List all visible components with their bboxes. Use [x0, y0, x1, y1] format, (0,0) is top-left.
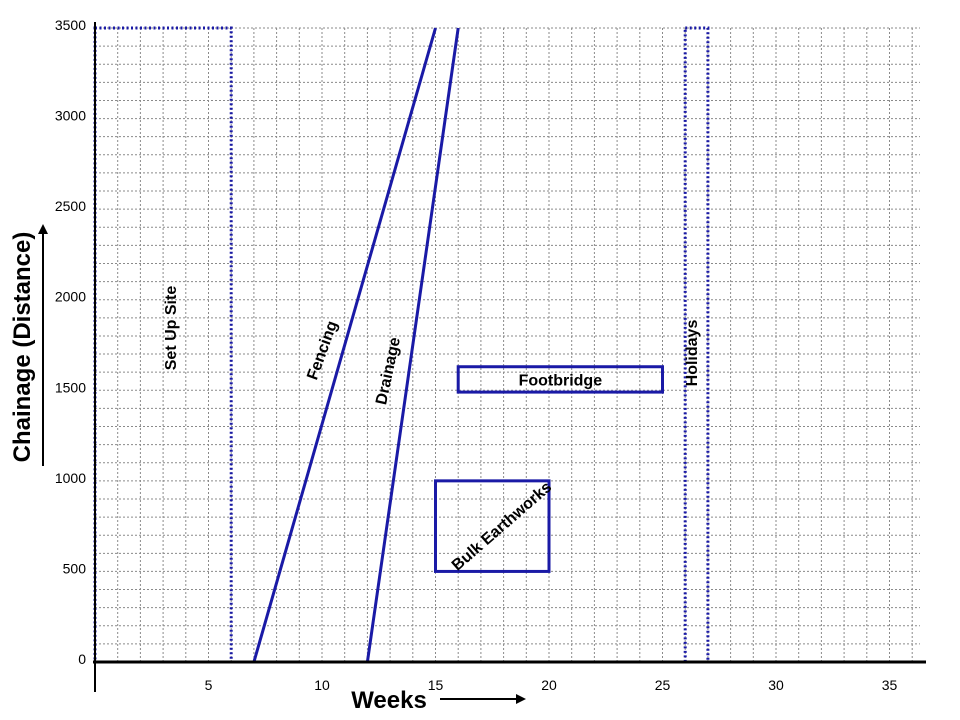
- activity-holidays-label: Holidays: [684, 320, 701, 387]
- activity-holidays-box: [683, 26, 710, 664]
- x-axis-title: Weeks: [351, 687, 427, 714]
- y-tick-label: 1000: [55, 470, 86, 486]
- axes: 5 10 15 20 25 30 35 0 500 1000 1500 2000 2500 3000 350…: [55, 17, 926, 693]
- x-tick-label: 5: [205, 677, 213, 693]
- x-tick-label: 30: [768, 677, 784, 693]
- activity-footbridge-label: Footbridge: [519, 372, 603, 389]
- activity-setup-label: Set Up Site: [163, 286, 180, 371]
- y-axis-title: Chainage (Distance): [9, 232, 36, 463]
- y-tick-label: 3000: [55, 108, 86, 124]
- x-tick-label: 10: [314, 677, 330, 693]
- y-tick-label: 2500: [55, 198, 86, 214]
- x-tick-label: 20: [541, 677, 557, 693]
- grid: [95, 27, 920, 662]
- y-tick-label: 0: [78, 651, 86, 667]
- x-tick-label: 15: [428, 677, 444, 693]
- x-tick-label: 25: [655, 677, 671, 693]
- activity-drainage-label: Drainage: [373, 336, 404, 407]
- activity-fencing-line: [252, 27, 437, 663]
- y-tick-label: 2000: [55, 289, 86, 305]
- activity-footbridge-box: [456, 365, 665, 394]
- x-tick-label: 35: [882, 677, 898, 693]
- activity-drainage-line: [365, 27, 460, 663]
- y-tick-label: 3500: [55, 17, 86, 33]
- activity-earthworks-box: [434, 479, 551, 573]
- y-tick-label: 500: [63, 560, 87, 576]
- y-tick-label: 1500: [55, 379, 86, 395]
- activity-earthworks-label: Bulk Earthworks: [449, 479, 556, 575]
